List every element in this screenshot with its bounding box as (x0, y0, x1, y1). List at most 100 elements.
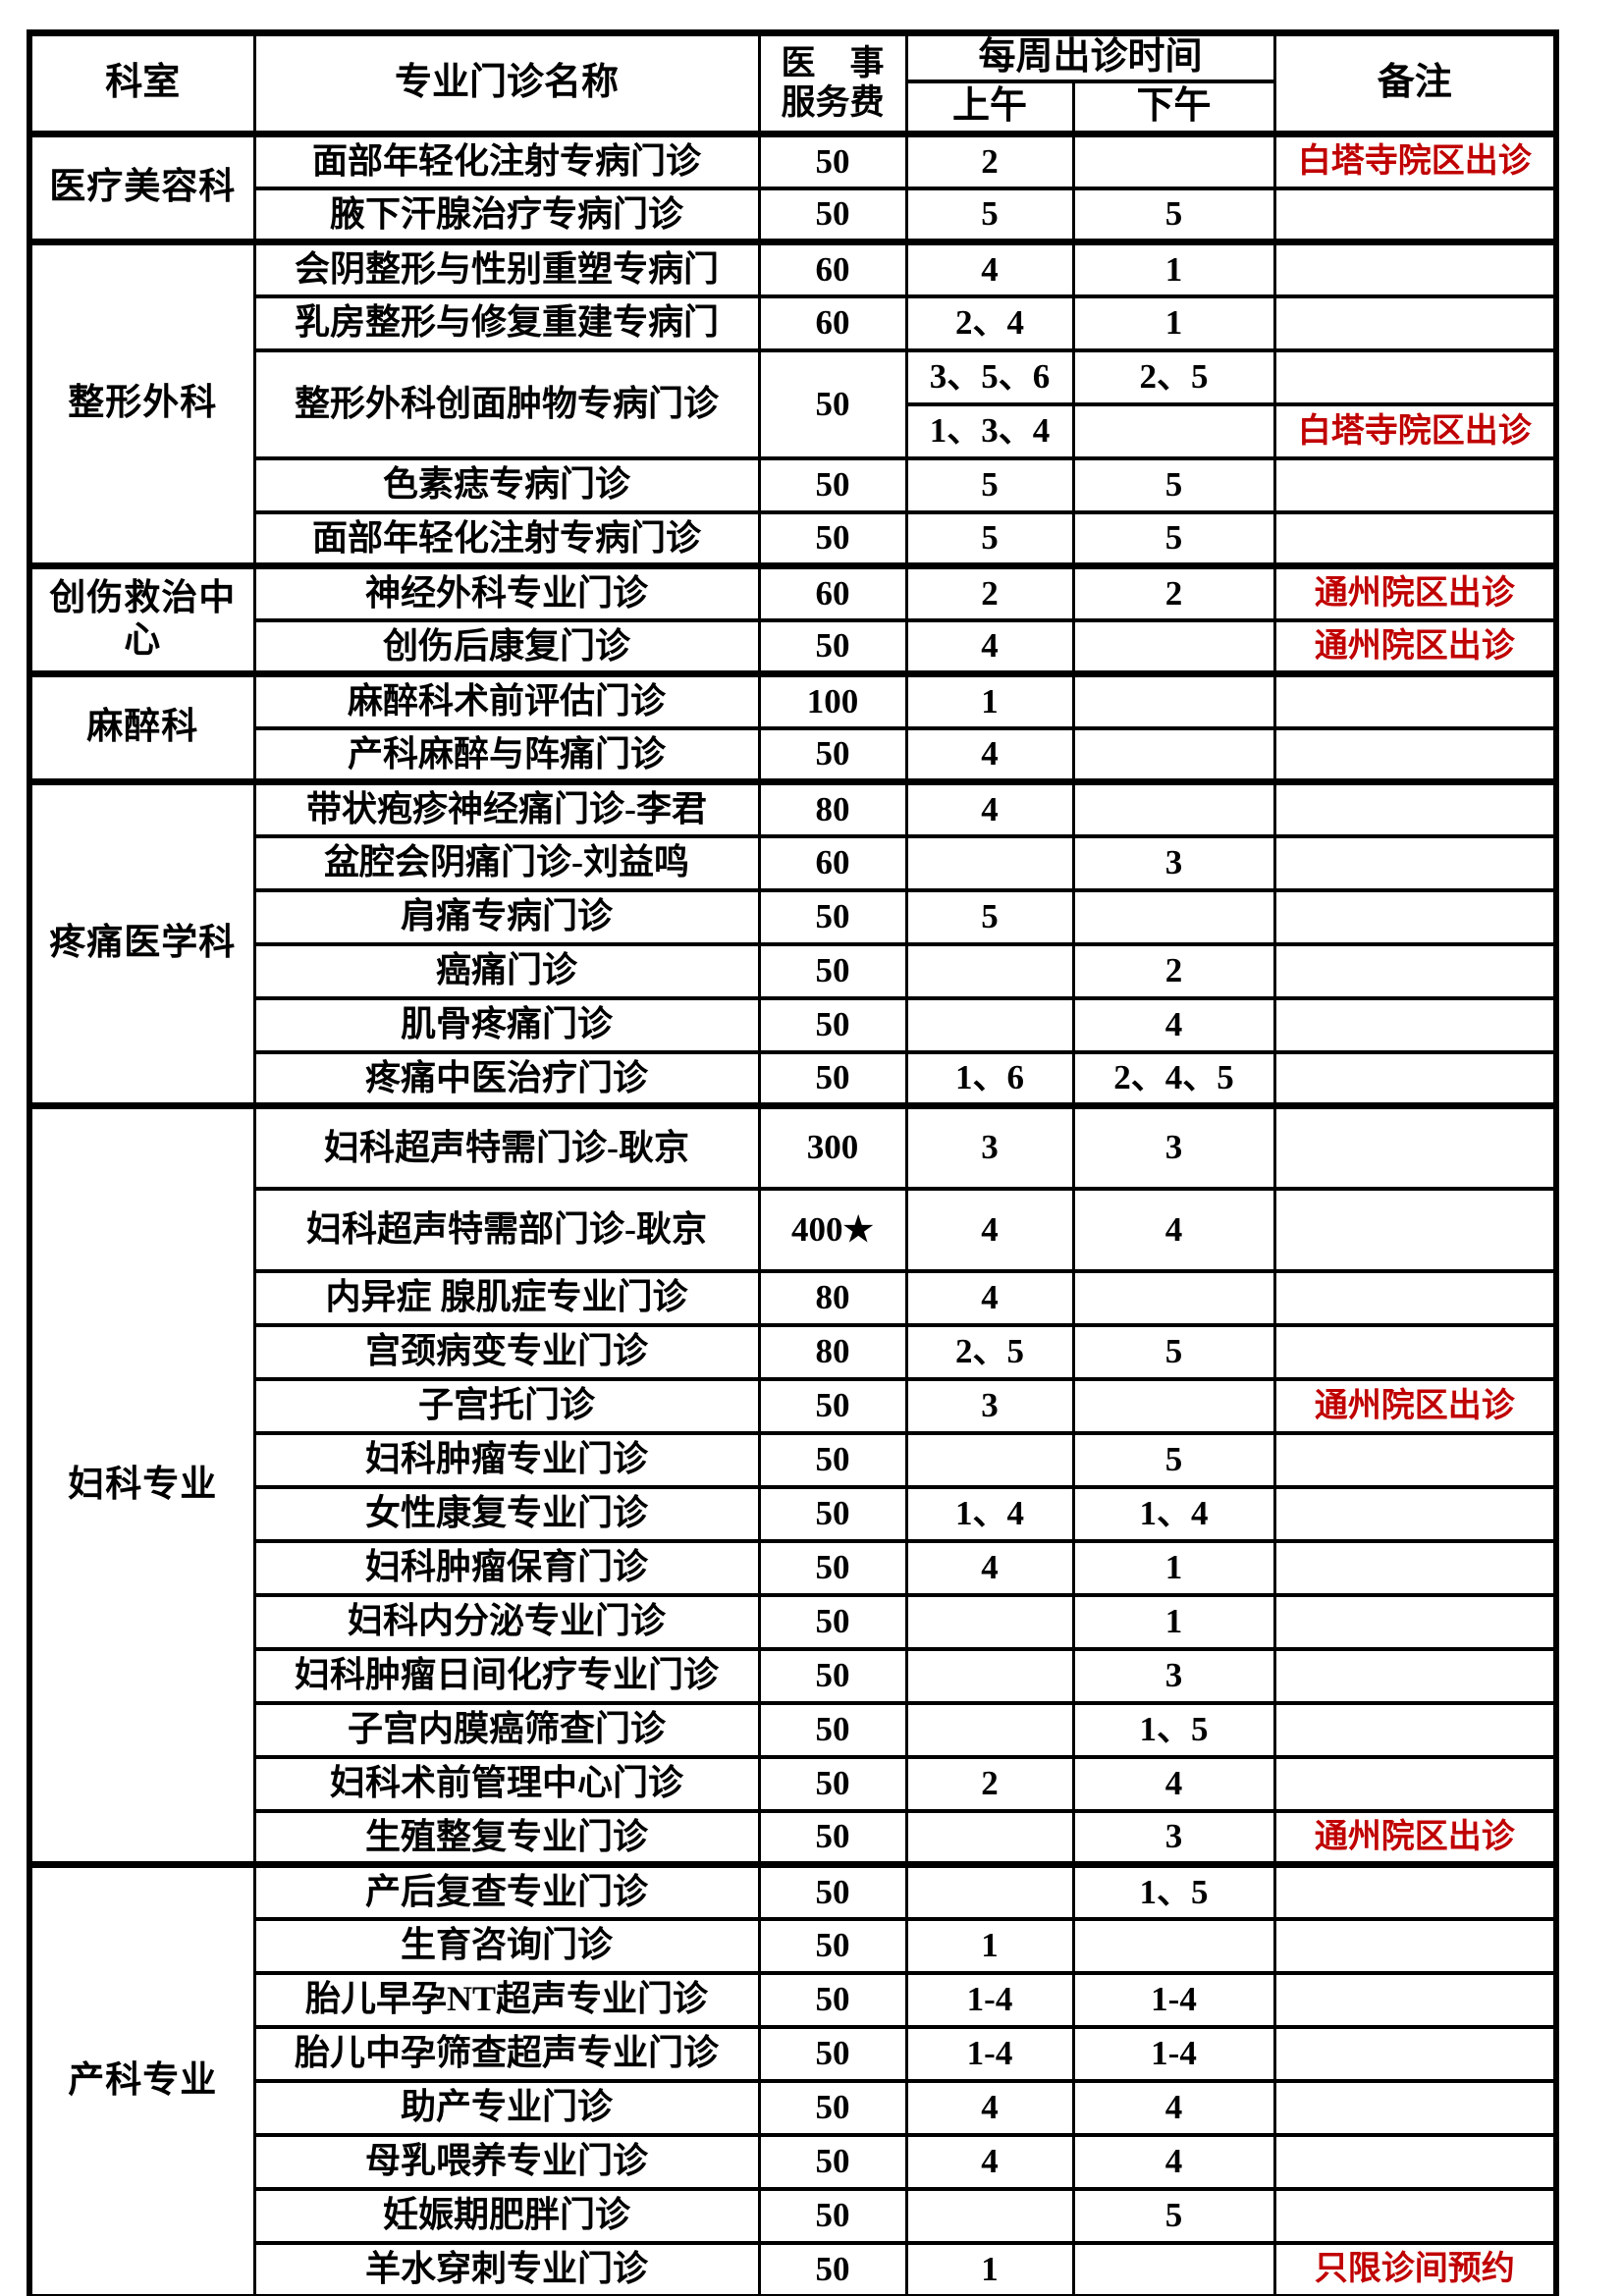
note-cell (1272, 1861, 1558, 1921)
table-row: 腋下汗腺治疗专病门诊 50 5 5 (29, 187, 1558, 244)
clinic-name-cell: 癌痛门诊 (252, 942, 761, 1000)
clinic-name-cell: 胎儿中孕筛查超声专业门诊 (252, 2025, 761, 2083)
note-cell (1272, 239, 1558, 298)
fee-cell: 50 (757, 1809, 908, 1867)
fee-cell: 50 (757, 2133, 908, 2191)
clinic-name-cell: 带状疱疹神经痛门诊-李君 (252, 778, 761, 838)
clinic-name-cell: 宫颈病变专业门诊 (252, 1323, 761, 1381)
pm-cell: 4 (1071, 1187, 1276, 1273)
fee-cell: 100 (757, 670, 908, 730)
pm-cell: 5 (1071, 187, 1276, 244)
pm-cell: 4 (1071, 2133, 1276, 2191)
note-cell (1272, 1102, 1558, 1191)
fee-cell: 50 (757, 1485, 908, 1543)
am-cell: 4 (904, 778, 1075, 838)
note-cell (1272, 510, 1558, 568)
fee-cell: 50 (757, 2187, 908, 2245)
fee-cell: 50 (757, 1431, 908, 1489)
am-cell (904, 2187, 1075, 2245)
table-row: 疼痛医学科 带状疱疹神经痛门诊-李君 80 4 (27, 778, 1558, 1108)
am-cell: 2、4 (904, 294, 1075, 352)
table-row: 母乳喂养专业门诊 50 4 4 (29, 2133, 1558, 2191)
header-dept: 科室 (27, 28, 256, 136)
clinic-name-cell: 胎儿早孕NT超声专业门诊 (252, 1971, 761, 2029)
note-cell (1272, 888, 1558, 946)
pm-cell (1071, 888, 1276, 946)
fee-cell: 50 (757, 726, 908, 784)
fee-cell: 50 (757, 1701, 908, 1759)
pm-cell (1071, 131, 1276, 190)
clinic-name-cell: 女性康复专业门诊 (252, 1485, 761, 1543)
table-row: 1、3、4 白塔寺院区出诊 (29, 402, 1558, 460)
pm-cell: 5 (1071, 2187, 1276, 2245)
header-clinic-name: 专业门诊名称 (252, 28, 761, 136)
am-cell (904, 942, 1075, 1000)
table-row: 妇科肿瘤日间化疗专业门诊 50 3 (29, 1647, 1558, 1705)
clinic-name-cell: 面部年轻化注射专病门诊 (252, 131, 761, 190)
fee-cell: 50 (757, 996, 908, 1054)
table-row: 胎儿早孕NT超声专业门诊 50 1-4 1-4 (29, 1971, 1558, 2029)
fee-cell: 50 (757, 1050, 908, 1108)
clinic-name-cell: 助产专业门诊 (252, 2079, 761, 2137)
table-row: 盆腔会阴痛门诊-刘益鸣 60 3 (29, 834, 1558, 892)
dept-cell: 麻醉科 (27, 670, 256, 784)
header-row-2: 上午 下午 (29, 80, 1556, 136)
table-row: 疼痛中医治疗门诊 50 1、6 2、4、5 (29, 1050, 1558, 1108)
pm-cell: 5 (1071, 1431, 1276, 1489)
table-row: 乳房整形与修复重建专病门 60 2、4 1 (29, 294, 1558, 352)
pm-cell: 3 (1071, 1102, 1276, 1191)
clinic-name-cell: 色素痣专病门诊 (252, 456, 761, 514)
fee-cell: 50 (757, 2025, 908, 2083)
table-row: 妇科肿瘤保育门诊 50 4 1 (29, 1539, 1558, 1597)
am-cell: 1-4 (904, 1971, 1075, 2029)
note-cell: 通州院区出诊 (1272, 562, 1558, 622)
table-row: 妇科术前管理中心门诊 50 2 4 (29, 1755, 1558, 1813)
note-cell (1272, 942, 1558, 1000)
note-cell: 只限诊间预约 (1272, 2241, 1558, 2296)
pm-cell: 1、4 (1071, 1485, 1276, 1543)
note-cell: 通州院区出诊 (1272, 618, 1558, 676)
clinic-name-cell: 面部年轻化注射专病门诊 (252, 510, 761, 568)
am-cell: 4 (904, 239, 1075, 298)
fee-cell: 80 (757, 1269, 908, 1327)
table-row: 创伤救治中心 神经外科专业门诊 60 2 2 通州院区出诊 (27, 562, 1558, 676)
pm-cell: 4 (1071, 2079, 1276, 2137)
note-cell (1272, 1485, 1558, 1543)
am-cell: 2、5 (904, 1323, 1075, 1381)
header-schedule: 每周出诊时间 (904, 28, 1276, 83)
fee-cell: 80 (757, 1323, 908, 1381)
clinic-name-cell: 会阴整形与性别重塑专病门 (252, 239, 761, 298)
am-cell: 1、3、4 (904, 402, 1075, 460)
table-row: 胎儿中孕筛查超声专业门诊 50 1-4 1-4 (29, 2025, 1558, 2083)
note-cell (1272, 2025, 1558, 2083)
am-cell (904, 1809, 1075, 1867)
pm-cell (1071, 726, 1276, 784)
fee-cell: 50 (757, 348, 908, 460)
clinic-name-cell: 生育咨询门诊 (252, 1917, 761, 1975)
am-cell (904, 1861, 1075, 1921)
fee-cell: 50 (757, 2079, 908, 2137)
table-row: 整形外科创面肿物专病门诊 50 3、5、6 2、5 (29, 348, 1558, 460)
am-cell: 1 (904, 2241, 1075, 2296)
am-cell: 4 (904, 1269, 1075, 1327)
table-row: 产科麻醉与阵痛门诊 50 4 (29, 726, 1558, 784)
clinic-name-cell: 产后复查专业门诊 (252, 1861, 761, 1921)
table-row: 肩痛专病门诊 50 5 (29, 888, 1558, 946)
fee-cell: 50 (757, 1377, 908, 1435)
am-cell (904, 1431, 1075, 1489)
note-cell (1272, 834, 1558, 892)
pm-cell: 2、5 (1071, 348, 1276, 406)
am-cell: 5 (904, 510, 1075, 568)
am-cell: 1、6 (904, 1050, 1075, 1108)
am-cell: 1 (904, 1917, 1075, 1975)
fee-cell: 50 (757, 510, 908, 568)
table-header: 科室 专业门诊名称 医 事 服务费 每周出诊时间 备注 上午 下午 (27, 28, 1558, 136)
clinic-name-cell: 妇科超声特需门诊-耿京 (252, 1102, 761, 1191)
clinic-schedule-table: 科室 专业门诊名称 医 事 服务费 每周出诊时间 备注 上午 下午 医疗美容科面… (27, 28, 1560, 2296)
fee-cell: 50 (757, 1971, 908, 2029)
dept-cell: 创伤救治中心 (27, 562, 256, 676)
table-row: 妇科专业 妇科超声特需门诊-耿京 300 3 3 (27, 1102, 1558, 1867)
pm-cell: 5 (1071, 1323, 1276, 1381)
header-row-1: 科室 专业门诊名称 医 事 服务费 每周出诊时间 备注 (27, 28, 1558, 136)
note-cell (1272, 1323, 1558, 1381)
